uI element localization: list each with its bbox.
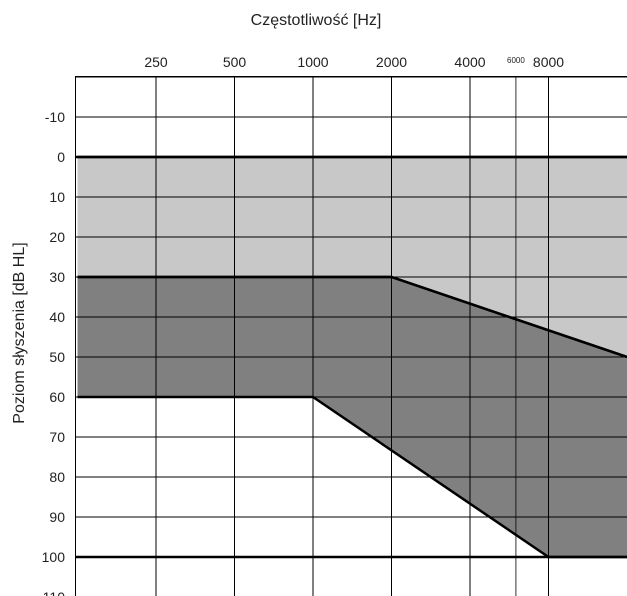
y-tick-labels: -10 0 10 20 30 40 50 60 70 80 90 100 110 [42, 109, 66, 596]
band-2-lower-line [77, 395, 627, 559]
y-tick-label: 30 [49, 269, 65, 285]
chart-title: Częstotliwość [Hz] [251, 12, 382, 29]
y-tick-label: 10 [49, 189, 65, 205]
y-tick-label: 20 [49, 229, 65, 245]
y-axis-label: Poziom słyszenia [dB HL] [11, 242, 28, 423]
y-tick-label: 80 [49, 469, 65, 485]
y-tick-label: 0 [57, 149, 65, 165]
y-tick-label: 40 [49, 309, 65, 325]
x-tick-label: 2000 [376, 54, 407, 70]
x-tick-label: 500 [223, 54, 247, 70]
x-tick-label: 250 [144, 54, 168, 70]
band-2 [77, 277, 627, 557]
band-2-upper-line [77, 275, 627, 359]
x-tick-label: 4000 [454, 54, 485, 70]
y-tick-label: 60 [49, 389, 65, 405]
y-tick-label: 50 [49, 349, 65, 365]
x-tick-label: 6000 [507, 56, 525, 65]
bands-layer [77, 157, 627, 557]
y-tick-label: 110 [43, 589, 66, 596]
x-tick-labels: 250 500 1000 2000 4000 6000 8000 [144, 54, 564, 70]
y-tick-label: 90 [49, 509, 65, 525]
x-tick-label: 8000 [533, 54, 564, 70]
band-1 [77, 157, 627, 357]
y-tick-label: -10 [45, 109, 65, 125]
x-tick-label: 1000 [297, 54, 328, 70]
y-tick-label: 70 [49, 429, 65, 445]
y-tick-label: 100 [42, 549, 66, 565]
boundary-lines-layer [77, 155, 627, 559]
